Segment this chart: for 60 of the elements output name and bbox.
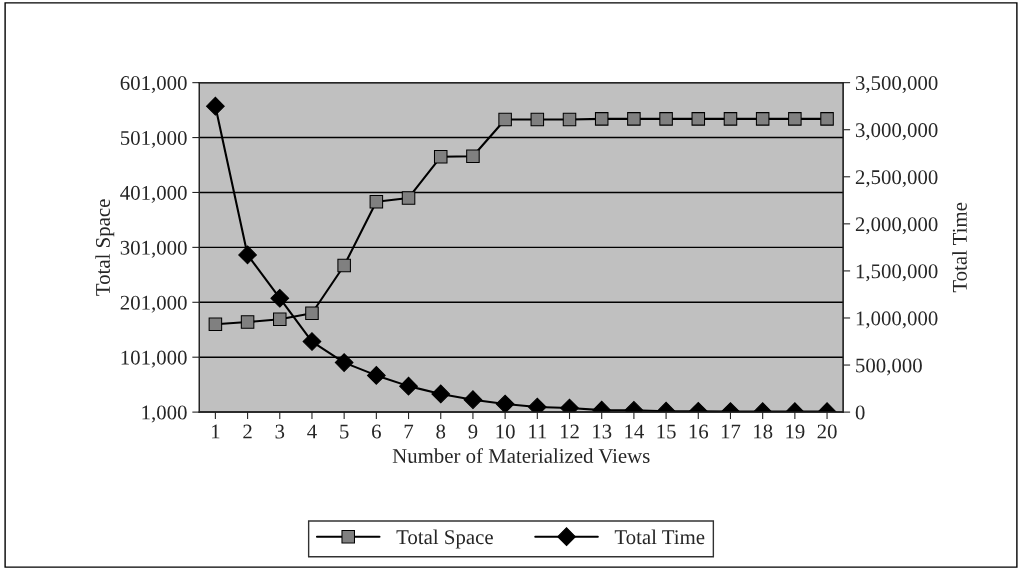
- x-tick-label: 8: [436, 424, 446, 439]
- point: [691, 112, 706, 126]
- y2-tick-label: 1,500,000: [856, 264, 938, 282]
- x-tick-label: 19: [786, 424, 805, 439]
- x-tick-label: 1: [212, 424, 220, 439]
- point: [240, 315, 255, 329]
- point: [530, 112, 545, 127]
- legend-label: Total Time: [614, 529, 705, 545]
- point: [659, 112, 673, 126]
- y2-axis-title: Total Time: [952, 202, 967, 293]
- point: [305, 306, 319, 321]
- point: [820, 112, 834, 126]
- y-tick-label: 101,000: [121, 350, 187, 368]
- x-tick-label: 15: [657, 424, 676, 439]
- y-axis-title: Total Space: [95, 199, 115, 296]
- point: [498, 112, 512, 127]
- point: [337, 258, 351, 273]
- point: [433, 150, 448, 164]
- x-tick-label: 11: [529, 424, 547, 439]
- y-tick-label: 601,000: [120, 76, 187, 94]
- y2-tick-label: 500,000: [856, 358, 922, 376]
- x-tick-label: 3: [275, 424, 285, 439]
- point: [627, 112, 641, 126]
- y-tick-label: 501,000: [120, 130, 187, 148]
- y2-tick-label: 2,500,000: [855, 170, 938, 188]
- y-tick-label: 201,000: [120, 295, 187, 313]
- point: [788, 112, 802, 126]
- point: [208, 317, 223, 332]
- point: [273, 312, 287, 327]
- point: [562, 112, 577, 127]
- point: [466, 149, 480, 163]
- x-tick-label: 2: [243, 424, 252, 439]
- x-tick-label: 5: [340, 424, 349, 439]
- x-tick-label: 20: [817, 424, 837, 439]
- x-tick-label: 12: [560, 424, 579, 439]
- x-tick-label: 10: [496, 424, 515, 439]
- x-tick-label: 6: [372, 424, 381, 439]
- point: [369, 195, 384, 209]
- y2-tick-label: 3,000,000: [855, 123, 938, 141]
- y2-tick-label: 1,000,000: [856, 311, 938, 329]
- y2-tick-label: 2,000,000: [855, 217, 938, 235]
- x-tick-label: 14: [625, 424, 644, 439]
- y-tick-label: 1,000: [142, 405, 187, 423]
- point: [401, 191, 416, 205]
- x-tick-label: 9: [468, 424, 478, 439]
- y2-tick-label: 3,500,000: [855, 76, 938, 94]
- point: [723, 112, 738, 126]
- x-tick-label: 7: [404, 424, 414, 439]
- x-tick-label: 17: [721, 424, 741, 439]
- x-tick-label: 16: [689, 424, 709, 439]
- point: [755, 112, 770, 126]
- x-tick-label: 18: [754, 424, 773, 439]
- x-axis-title: Number of Materialized Views: [392, 448, 650, 464]
- y2-tick-label: 0: [855, 405, 865, 420]
- y-tick-label: 301,000: [120, 240, 187, 258]
- y-tick-label: 401,000: [120, 185, 187, 203]
- x-tick-label: 13: [593, 424, 612, 439]
- point: [594, 112, 609, 126]
- x-tick-label: 4: [307, 424, 317, 439]
- legend-label: Total Space: [396, 529, 493, 549]
